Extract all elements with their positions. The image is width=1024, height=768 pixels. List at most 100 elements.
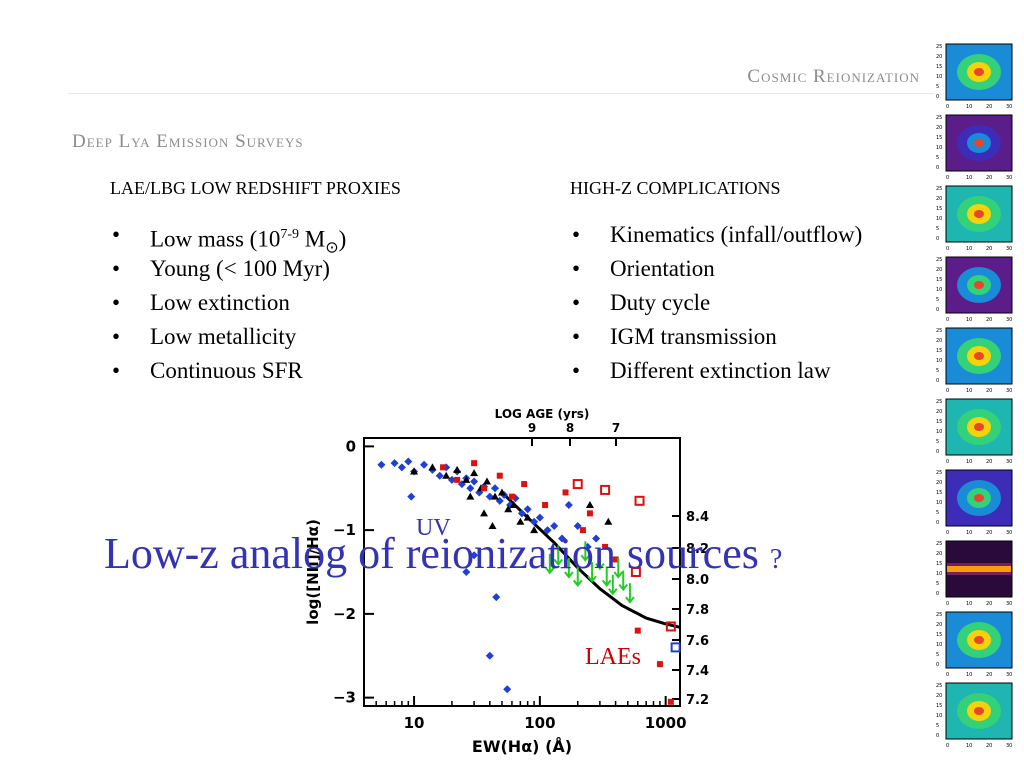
thumbnail-y-tick: 25 (936, 683, 942, 689)
data-point (397, 463, 406, 472)
data-point (480, 509, 489, 517)
thumbnail-y-tick: 20 (936, 54, 942, 60)
thumbnail-core (974, 281, 984, 289)
data-point (420, 460, 429, 469)
thumbnail-y-tick: 20 (936, 196, 942, 202)
plot-frame (363, 437, 681, 707)
data-point (670, 642, 681, 653)
right-tick-label: 8.2 (686, 542, 709, 557)
thumbnail-core (974, 139, 984, 147)
data-point (521, 481, 528, 488)
data-point (530, 526, 539, 534)
data-point (564, 501, 573, 509)
thumbnail-y-tick: 0 (936, 307, 939, 313)
bullet: • (572, 222, 581, 247)
list-item-label: Duty cycle (610, 290, 711, 315)
thumbnail-y-tick: 15 (936, 64, 942, 70)
list-item-label: Low mass (10 (150, 226, 281, 252)
thumbnail-y-tick: 5 (936, 723, 939, 729)
thumbnail-core (974, 210, 984, 218)
data-point (492, 593, 501, 602)
data-point (665, 621, 676, 632)
thumbnail-y-tick: 25 (936, 186, 942, 192)
thumbnail-y-tick: 15 (936, 490, 942, 496)
data-point (585, 501, 594, 508)
thumbnail-x-tick: 30 (1006, 530, 1012, 536)
thumbnail-y-tick: 20 (936, 338, 942, 344)
right-tick-label: 7.2 (686, 693, 709, 708)
data-point (435, 471, 444, 480)
upper-limit-arrowhead (608, 588, 618, 596)
upper-limit-arrowhead (601, 579, 612, 587)
thumbnail-x-tick: 0 (946, 672, 949, 678)
thumbnail-x-tick: 20 (986, 743, 992, 749)
data-point (592, 534, 601, 543)
data-point (630, 567, 641, 577)
data-point (470, 477, 479, 486)
thumbnail-y-tick: 25 (936, 44, 942, 50)
bullet: • (572, 290, 581, 315)
thumbnail-x-tick: 0 (946, 175, 949, 181)
thumbnail-y-tick: 5 (936, 155, 939, 161)
thumbnail-x-tick: 20 (986, 175, 992, 181)
thumbnail-y-tick: 10 (936, 216, 942, 222)
x-tick-label: 10 (404, 714, 425, 732)
y-tick-label: −3 (333, 689, 356, 707)
data-point (579, 527, 586, 534)
thumbnail-y-tick: 0 (936, 520, 939, 526)
right-tick-label: 8.0 (686, 573, 709, 588)
thumbnail-x-tick: 0 (946, 388, 949, 394)
data-point (543, 526, 552, 535)
data-point (440, 464, 447, 471)
list-item: • Duty cycle (572, 288, 862, 322)
bullet: • (112, 222, 121, 247)
data-point (602, 543, 609, 550)
thumbnail-x-tick: 0 (946, 530, 949, 536)
data-point (542, 502, 549, 508)
data-point (634, 495, 645, 506)
thumbnail-y-tick: 15 (936, 135, 942, 141)
list-item-label: Kinematics (infall/outflow) (610, 222, 863, 247)
thumbnail-x-tick: 10 (966, 104, 972, 110)
thumbnail-x-tick: 20 (986, 388, 992, 394)
thumbnail-x-tick: 20 (986, 104, 992, 110)
x-tick-label: 1000 (645, 714, 687, 732)
thumbnail-core (974, 636, 984, 644)
thumbnail-core (974, 68, 984, 76)
thumbnail-y-tick: 25 (936, 257, 942, 263)
thumbnail-y-tick: 25 (936, 328, 942, 334)
data-point (491, 492, 500, 500)
list-item: • Continuous SFR (112, 356, 346, 390)
y-tick-label: −1 (333, 521, 356, 539)
thumbnail-x-tick: 10 (966, 459, 972, 465)
data-point (471, 460, 478, 467)
bullet: • (572, 324, 581, 349)
top-tick-label: 9 (528, 421, 536, 435)
thumbnail-x-tick: 10 (966, 672, 972, 678)
overlay-question-mark: ? (769, 544, 783, 575)
overlay-caption: Low-z analog of reionization sources ? (104, 528, 782, 579)
data-point (656, 661, 663, 668)
thumbnail-x-tick: 20 (986, 530, 992, 536)
list-item: • Different extinction law (572, 356, 862, 390)
thumbnail-x-tick: 10 (966, 388, 972, 394)
data-point (404, 457, 413, 466)
thumbnail-y-tick: 10 (936, 571, 942, 577)
y-tick-label: −2 (333, 605, 356, 623)
data-point (496, 472, 503, 479)
data-point (481, 485, 488, 492)
data-point (462, 568, 471, 576)
upper-limit-arrowhead (545, 567, 555, 575)
data-point (447, 475, 456, 484)
list-item: • Low metallicity (112, 322, 346, 356)
thumbnail-y-tick: 10 (936, 145, 942, 151)
thumbnail-y-tick: 10 (936, 74, 942, 80)
list-item: • Kinematics (infall/outflow) (572, 220, 862, 254)
thumbnail-y-tick: 20 (936, 622, 942, 628)
data-point (466, 492, 475, 500)
list-item-label: Continuous SFR (150, 358, 303, 383)
top-tick-label: 8 (566, 421, 574, 435)
list-item: • IGM transmission (572, 322, 862, 356)
thumbnail-x-tick: 0 (946, 317, 949, 323)
thumbnail-x-tick: 0 (946, 459, 949, 465)
